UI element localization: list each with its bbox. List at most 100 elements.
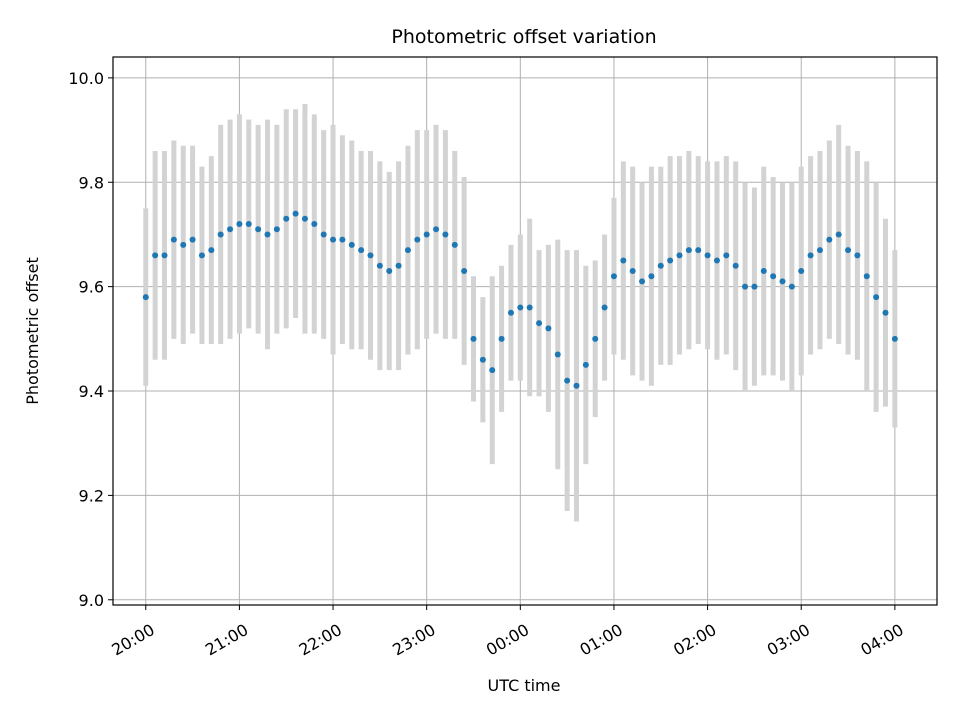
data-point <box>620 257 627 264</box>
data-point <box>451 241 458 248</box>
data-point <box>330 236 337 243</box>
x-axis-ticks: 20:00 21:00 22:00 23:00 00:00 01:00 02:00 03:00… <box>108 605 907 660</box>
data-point <box>863 273 870 280</box>
data-point <box>367 252 374 259</box>
data-point <box>657 262 664 269</box>
data-point <box>198 252 205 259</box>
data-point <box>854 252 861 259</box>
data-point <box>891 335 898 342</box>
data-point <box>873 294 880 301</box>
data-point <box>610 273 617 280</box>
data-point <box>283 215 290 222</box>
data-point <box>470 335 477 342</box>
data-point <box>264 231 271 238</box>
y-tick-label: 9.8 <box>79 173 104 192</box>
data-point <box>564 377 571 384</box>
x-tick-label: 00:00 <box>483 620 532 660</box>
x-tick-label: 20:00 <box>108 620 157 660</box>
data-point <box>292 210 299 217</box>
data-point <box>255 226 262 233</box>
grid <box>113 57 937 605</box>
data-point <box>142 294 149 301</box>
data-point <box>648 273 655 280</box>
data-point <box>208 247 215 254</box>
data-point <box>404 247 411 254</box>
data-point <box>358 247 365 254</box>
data-point <box>526 304 533 311</box>
plot-frame <box>112 56 938 606</box>
data-point <box>170 236 177 243</box>
data-point <box>414 236 421 243</box>
data-point <box>713 257 720 264</box>
data-point <box>376 262 383 269</box>
data-point <box>835 231 842 238</box>
data-point <box>882 309 889 316</box>
data-point <box>273 226 280 233</box>
y-tick-label: 9.4 <box>79 382 104 401</box>
data-point <box>442 231 449 238</box>
data-point <box>189 236 196 243</box>
data-point <box>788 283 795 290</box>
data-point <box>545 325 552 332</box>
x-tick-label: 21:00 <box>202 620 251 660</box>
data-point <box>676 252 683 259</box>
data-point <box>180 241 187 248</box>
y-axis-label: Photometric offset <box>23 257 42 405</box>
data-point <box>704 252 711 259</box>
x-tick-label: 02:00 <box>670 620 719 660</box>
data-point <box>245 221 252 228</box>
x-tick-label: 01:00 <box>577 620 626 660</box>
data-point <box>779 278 786 285</box>
data-point <box>798 267 805 274</box>
data-point <box>667 257 674 264</box>
x-tick-label: 04:00 <box>857 620 906 660</box>
y-axis-ticks: 9.0 9.2 9.4 9.6 9.8 10.0 <box>68 69 113 610</box>
data-point <box>301 215 308 222</box>
data-point <box>498 335 505 342</box>
data-point <box>601 304 608 311</box>
data-point <box>227 226 234 233</box>
x-tick-label: 22:00 <box>296 620 345 660</box>
x-tick-label: 03:00 <box>764 620 813 660</box>
data-point <box>536 320 543 327</box>
data-point <box>732 262 739 269</box>
y-tick-label: 9.0 <box>79 591 104 610</box>
data-point <box>582 361 589 368</box>
data-point <box>742 283 749 290</box>
data-point <box>760 267 767 274</box>
data-point <box>320 231 327 238</box>
data-point <box>517 304 524 311</box>
data-point <box>807 252 814 259</box>
data-points <box>142 210 898 389</box>
data-point <box>685 247 692 254</box>
data-point <box>479 356 486 363</box>
data-point <box>723 252 730 259</box>
data-point <box>217 231 224 238</box>
data-point <box>423 231 430 238</box>
data-point <box>554 351 561 358</box>
data-point <box>816 247 823 254</box>
data-point <box>433 226 440 233</box>
data-point <box>339 236 346 243</box>
y-tick-label: 9.2 <box>79 486 104 505</box>
data-point <box>161 252 168 259</box>
data-point <box>573 382 580 389</box>
data-point <box>639 278 646 285</box>
data-point <box>770 273 777 280</box>
data-point <box>826 236 833 243</box>
data-point <box>695 247 702 254</box>
data-point <box>629 267 636 274</box>
data-point <box>461 267 468 274</box>
data-point <box>489 367 496 374</box>
y-tick-label: 10.0 <box>68 69 104 88</box>
y-tick-label: 9.6 <box>79 278 104 297</box>
chart-title: Photometric offset variation <box>391 26 656 48</box>
data-point <box>395 262 402 269</box>
data-point <box>236 221 243 228</box>
data-point <box>348 241 355 248</box>
x-tick-label: 23:00 <box>389 620 438 660</box>
data-point <box>751 283 758 290</box>
data-point <box>592 335 599 342</box>
data-point <box>152 252 159 259</box>
